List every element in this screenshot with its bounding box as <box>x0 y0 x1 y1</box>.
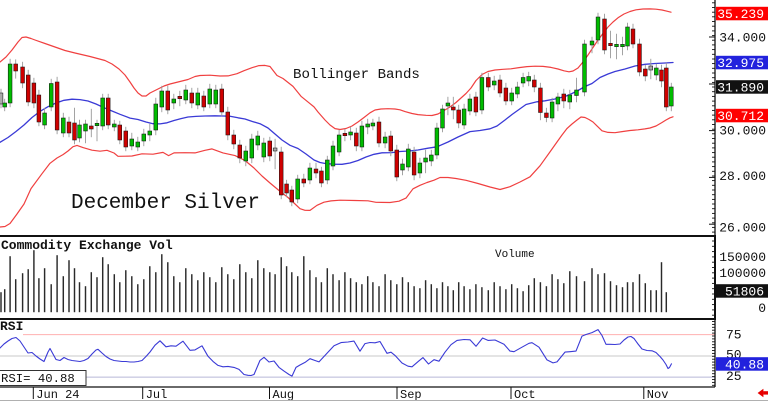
svg-text:25: 25 <box>726 369 742 384</box>
svg-text:26.000: 26.000 <box>719 221 766 236</box>
svg-text:Commodity Exchange Vol: Commodity Exchange Vol <box>1 238 173 253</box>
svg-text:31.890: 31.890 <box>717 81 764 96</box>
svg-text:Jul: Jul <box>146 388 168 402</box>
svg-text:75: 75 <box>726 328 742 343</box>
svg-text:RSI= 40.88: RSI= 40.88 <box>1 372 75 386</box>
svg-text:December Silver: December Silver <box>71 192 260 215</box>
svg-text:Volume: Volume <box>495 249 535 261</box>
svg-text:Aug: Aug <box>273 388 295 402</box>
svg-text:Nov: Nov <box>647 388 669 402</box>
svg-text:32.975: 32.975 <box>717 56 764 71</box>
svg-text:30.712: 30.712 <box>717 109 764 124</box>
svg-text:34.000: 34.000 <box>719 31 766 46</box>
svg-text:51806: 51806 <box>725 285 764 300</box>
svg-text:150000: 150000 <box>719 250 766 265</box>
svg-text:40.88: 40.88 <box>725 358 764 373</box>
svg-text:30.000: 30.000 <box>719 124 766 139</box>
svg-text:0: 0 <box>758 301 766 316</box>
svg-text:Jun 24: Jun 24 <box>36 388 79 402</box>
svg-text:Oct: Oct <box>514 388 536 402</box>
svg-text:RSI: RSI <box>0 319 23 334</box>
svg-text:28.000: 28.000 <box>719 169 766 184</box>
svg-text:Bollinger Bands: Bollinger Bands <box>293 67 420 83</box>
svg-text:Sep: Sep <box>400 388 422 402</box>
svg-text:35.239: 35.239 <box>717 7 764 22</box>
svg-text:100000: 100000 <box>719 266 766 281</box>
